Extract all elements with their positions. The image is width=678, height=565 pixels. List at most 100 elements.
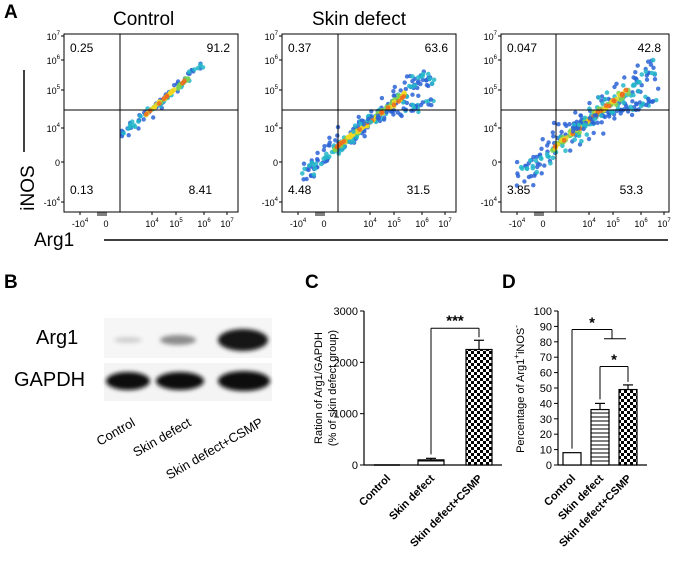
quadrant-lower-left: 0.13: [70, 183, 94, 197]
density-point: [592, 117, 598, 122]
density-point: [359, 118, 365, 123]
y-tick-label: 105: [484, 85, 498, 96]
density-point: [431, 77, 437, 83]
density-point: [121, 130, 126, 136]
quadrant-upper-right: 63.6: [425, 41, 449, 55]
y-tick-label: 105: [47, 85, 61, 96]
density-point: [647, 99, 652, 104]
density-point: [126, 126, 131, 131]
density-point: [391, 102, 397, 108]
density-point: [312, 166, 318, 171]
density-point: [611, 98, 616, 103]
density-point: [552, 144, 558, 149]
density-point: [356, 114, 361, 120]
density-point: [572, 137, 577, 142]
density-point: [603, 103, 609, 108]
quadrant-lower-left: 3.85: [507, 183, 531, 197]
bar-skin-defect-csmp: [618, 388, 638, 466]
density-point: [630, 99, 635, 104]
x-tick-label: 106: [415, 218, 429, 229]
density-point: [526, 174, 532, 180]
density-point: [345, 135, 351, 140]
bar-skin-defect: [590, 408, 610, 466]
density-point: [622, 75, 627, 80]
density-point: [650, 99, 656, 104]
y-tick-label: 30: [540, 414, 552, 426]
x-tick-label: 104: [363, 218, 377, 229]
density-point: [648, 62, 654, 67]
y-tick-label: 60: [540, 368, 552, 380]
density-point: [416, 93, 421, 99]
density-point: [427, 76, 433, 82]
density-point: [545, 143, 550, 148]
density-point: [649, 70, 655, 76]
density-point: [313, 161, 319, 167]
density-point: [318, 161, 324, 167]
density-point: [656, 86, 661, 91]
y-tick-label: -104: [44, 197, 61, 208]
density-point: [514, 159, 520, 165]
density-point: [333, 138, 338, 143]
density-point: [530, 163, 536, 169]
y-tick-label: 2000: [334, 357, 358, 369]
density-point: [200, 65, 206, 70]
density-point: [327, 135, 332, 140]
density-point: [532, 173, 537, 178]
density-point: [594, 113, 599, 118]
density-point: [531, 183, 536, 188]
panel-letter-d: D: [502, 272, 516, 293]
density-point: [401, 94, 407, 99]
density-point: [420, 77, 425, 83]
density-point: [652, 77, 658, 82]
density-point: [636, 88, 641, 94]
density-point: [635, 79, 641, 85]
density-point: [574, 126, 579, 132]
density-point: [644, 77, 650, 82]
density-point: [571, 126, 576, 131]
density-point: [362, 134, 367, 139]
density-point: [172, 83, 177, 88]
density-point: [361, 122, 366, 127]
density-point: [621, 83, 626, 88]
x-tick-label: 105: [169, 218, 183, 229]
x-tick-label: -104: [72, 218, 89, 229]
density-point: [351, 129, 356, 134]
density-point: [147, 108, 153, 114]
quadrant-upper-left: 0.37: [288, 41, 312, 55]
density-point: [326, 154, 332, 159]
density-point: [127, 122, 133, 128]
y-tick-label: 90: [540, 321, 552, 333]
density-point: [132, 123, 137, 128]
density-cloud: [514, 57, 661, 188]
density-point: [628, 104, 633, 110]
density-point: [415, 75, 421, 80]
density-point: [533, 158, 539, 163]
plot-title-control: Control: [113, 9, 174, 30]
y-tick-label: 100: [534, 306, 552, 318]
density-point: [551, 120, 557, 126]
density-point: [651, 65, 656, 71]
y-tick-label: 106: [265, 55, 279, 66]
density-point: [410, 92, 415, 97]
lane-label-skin-defect: Skin defect: [130, 414, 194, 459]
density-point: [540, 137, 545, 142]
density-point: [586, 136, 592, 142]
plot-title-skin-defect: Skin defect: [312, 9, 407, 30]
y-tick-label: 70: [540, 352, 552, 364]
density-point: [192, 67, 197, 72]
y-tick-label: 104: [265, 123, 279, 134]
density-point: [640, 101, 646, 106]
flow-plot-3: 0.047 42.8 3.85 53.3 107 106 105 104 0 -104 -104 0 1…: [481, 31, 672, 229]
density-point: [579, 139, 584, 144]
density-point: [398, 112, 403, 117]
density-point: [195, 65, 201, 71]
sig-label: ***: [446, 312, 464, 329]
density-point: [339, 147, 344, 153]
western-blot: [104, 318, 272, 401]
density-point: [426, 83, 431, 89]
density-point: [623, 87, 629, 93]
density-point: [604, 90, 610, 95]
band-arg1-skin-defect-csmp: [218, 329, 268, 351]
density-point: [633, 70, 638, 75]
